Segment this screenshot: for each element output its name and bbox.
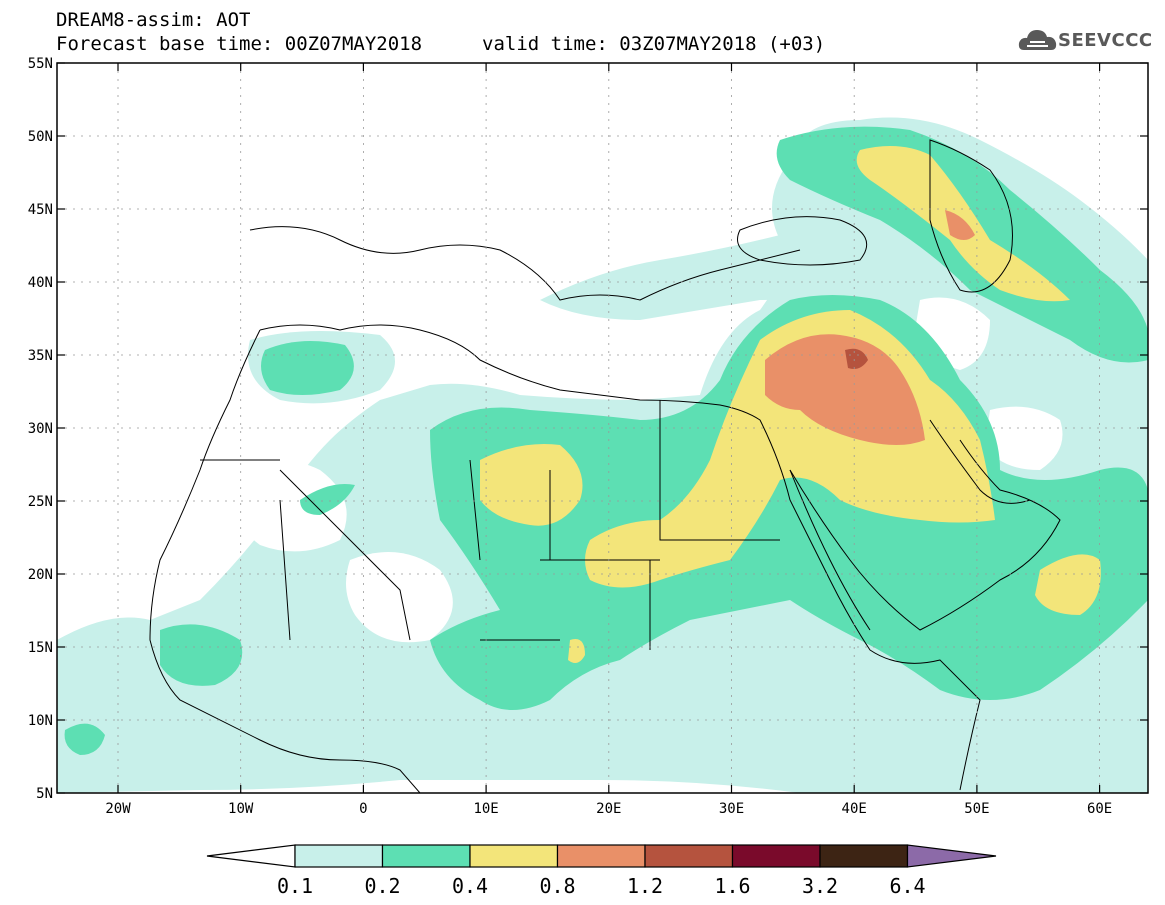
colorbar-segment bbox=[381, 844, 471, 868]
lat-label: 25N bbox=[28, 494, 53, 510]
colorbar-label: 0.8 bbox=[539, 874, 575, 898]
west-africa-coast bbox=[149, 329, 421, 793]
colorbar-under-triangle bbox=[206, 844, 296, 868]
aot-contour-0.4d bbox=[1035, 554, 1101, 615]
aot-contour-0.2d bbox=[160, 624, 243, 686]
logo-text: SEEVCCC bbox=[1058, 30, 1153, 51]
aot-field bbox=[57, 117, 1148, 793]
cloud-logo-icon bbox=[1018, 30, 1057, 50]
lon-label: 20W bbox=[105, 801, 131, 817]
colorbar-segment bbox=[469, 844, 559, 868]
aot-contour-0.2c bbox=[261, 341, 354, 395]
lat-label: 20N bbox=[28, 567, 53, 583]
lat-label: 5N bbox=[36, 786, 53, 802]
colorbar-label: 6.4 bbox=[889, 874, 925, 898]
aot-contour-0.2 bbox=[430, 295, 1148, 710]
lat-label: 50N bbox=[28, 129, 53, 145]
lon-label: 20E bbox=[596, 801, 621, 817]
latitude-labels: 55N 50N 45N 40N 35N 30N 25N 20N 15N 10N 5N bbox=[28, 56, 53, 802]
aot-hole bbox=[985, 406, 1063, 470]
aot-contour-0.4e bbox=[568, 639, 585, 664]
lon-label: 0 bbox=[359, 801, 367, 817]
longitude-labels: 20W 10W 0 10E 20E 30E 40E 50E 60E bbox=[105, 801, 1112, 817]
lon-label: 40E bbox=[842, 801, 867, 817]
aot-contour-0.8 bbox=[765, 334, 925, 445]
colorbar-label: 1.2 bbox=[627, 874, 663, 898]
colorbar-labels: 0.1 0.2 0.4 0.8 1.2 1.6 3.2 6.4 bbox=[277, 874, 926, 898]
colorbar-label: 0.4 bbox=[452, 874, 488, 898]
aot-contour-0.8b bbox=[945, 210, 975, 240]
coastlines bbox=[149, 139, 1061, 793]
aot-contour-0.2e bbox=[64, 723, 105, 755]
colorbar-label: 0.2 bbox=[364, 874, 400, 898]
colorbar-over-triangle bbox=[906, 844, 997, 868]
colorbar-label: 1.6 bbox=[714, 874, 750, 898]
red-sea bbox=[789, 469, 871, 631]
lat-label: 10N bbox=[28, 713, 53, 729]
aot-contour-1.2 bbox=[845, 348, 868, 369]
valid-time: valid time: 03Z07MAY2018 (+03) bbox=[482, 33, 826, 55]
lat-label: 40N bbox=[28, 275, 53, 291]
graticule bbox=[57, 63, 1148, 793]
lon-label: 30E bbox=[719, 801, 744, 817]
persian-gulf bbox=[929, 419, 1031, 504]
lat-label: 15N bbox=[28, 640, 53, 656]
colorbar bbox=[206, 844, 997, 868]
aot-hole bbox=[229, 460, 347, 552]
lat-label: 55N bbox=[28, 56, 53, 72]
lon-label: 10E bbox=[473, 801, 498, 817]
caspian bbox=[929, 139, 1013, 293]
borders bbox=[200, 400, 780, 650]
forecast-base-time: Forecast base time: 00Z07MAY2018 bbox=[56, 33, 423, 55]
lat-label: 35N bbox=[28, 348, 53, 364]
colorbar-label: 0.1 bbox=[277, 874, 313, 898]
aot-hole bbox=[346, 552, 453, 643]
colorbar-segment bbox=[294, 844, 384, 868]
map-title: DREAM8-assim: AOT bbox=[56, 9, 251, 31]
aot-contour-0.2f bbox=[300, 484, 355, 515]
axis-ticks bbox=[57, 62, 1148, 794]
colorbar-segment bbox=[731, 844, 821, 868]
colorbar-label: 3.2 bbox=[802, 874, 838, 898]
lat-label: 30N bbox=[28, 421, 53, 437]
arabia-coast bbox=[789, 439, 1061, 631]
colorbar-segment bbox=[644, 844, 734, 868]
black-sea bbox=[737, 216, 868, 266]
colorbar-segment bbox=[556, 844, 646, 868]
lat-label: 45N bbox=[28, 202, 53, 218]
lon-label: 50E bbox=[964, 801, 989, 817]
seevccc-logo: SEEVCCC bbox=[1018, 24, 1158, 58]
colorbar-segment bbox=[819, 844, 909, 868]
africa-coast bbox=[259, 324, 981, 791]
europe-coast bbox=[249, 226, 801, 301]
lon-label: 10W bbox=[228, 801, 254, 817]
lon-label: 60E bbox=[1087, 801, 1112, 817]
aot-contour-0.4b bbox=[480, 444, 583, 526]
